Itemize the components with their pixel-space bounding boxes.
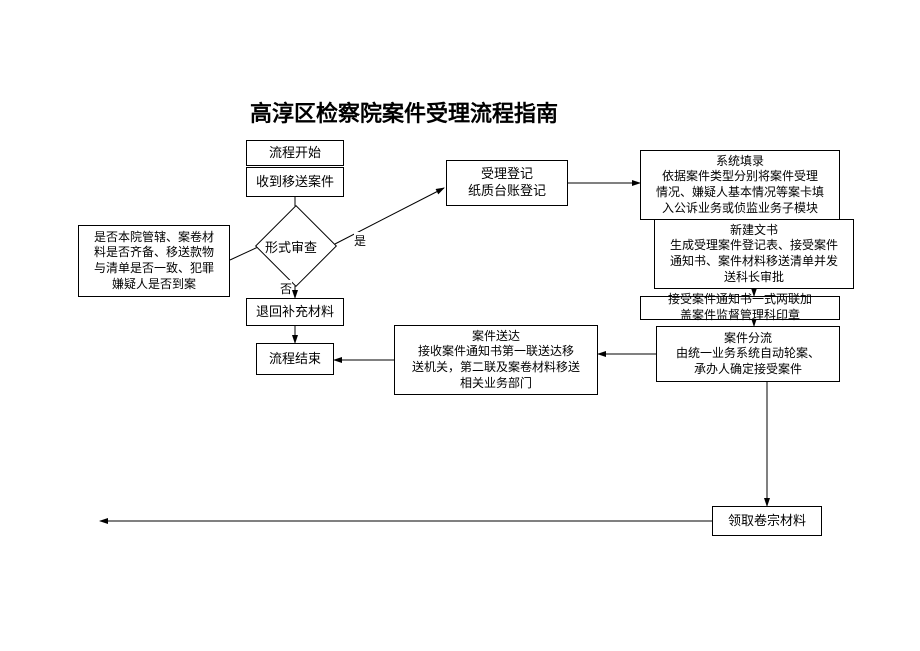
node-retrieve: 领取卷宗材料 xyxy=(712,506,822,536)
label-yes: 是 xyxy=(354,232,366,249)
node-delivery: 案件送达 接收案件通知书第一联送达移 送机关，第二联及案卷材料移送 相关业务部门 xyxy=(394,325,598,395)
label-no: 否 xyxy=(280,280,292,297)
node-review-label: 形式审查 xyxy=(265,237,317,256)
page-title: 高淳区检察院案件受理流程指南 xyxy=(250,96,558,128)
node-newdoc: 新建文书 生成受理案件登记表、接受案件 通知书、案件材料移送清单并发 送科长审批 xyxy=(654,219,854,289)
node-register: 受理登记 纸质台账登记 xyxy=(446,160,568,206)
node-sidebar-criteria: 是否本院管辖、案卷材 料是否齐备、移送款物 与清单是否一致、犯罪 嫌疑人是否到案 xyxy=(78,225,230,297)
node-end: 流程结束 xyxy=(256,343,334,375)
node-notice: 接受案件通知书一式两联加 盖案件监督管理科印章 xyxy=(640,296,840,320)
node-return-material: 退回补充材料 xyxy=(246,298,344,326)
node-receive: 收到移送案件 xyxy=(246,167,344,197)
node-split: 案件分流 由统一业务系统自动轮案、 承办人确定接受案件 xyxy=(656,326,840,382)
node-sysentry: 系统填录 依据案件类型分别将案件受理 情况、嫌疑人基本情况等案卡填 入公诉业务或… xyxy=(640,150,840,220)
node-start: 流程开始 xyxy=(246,140,344,166)
